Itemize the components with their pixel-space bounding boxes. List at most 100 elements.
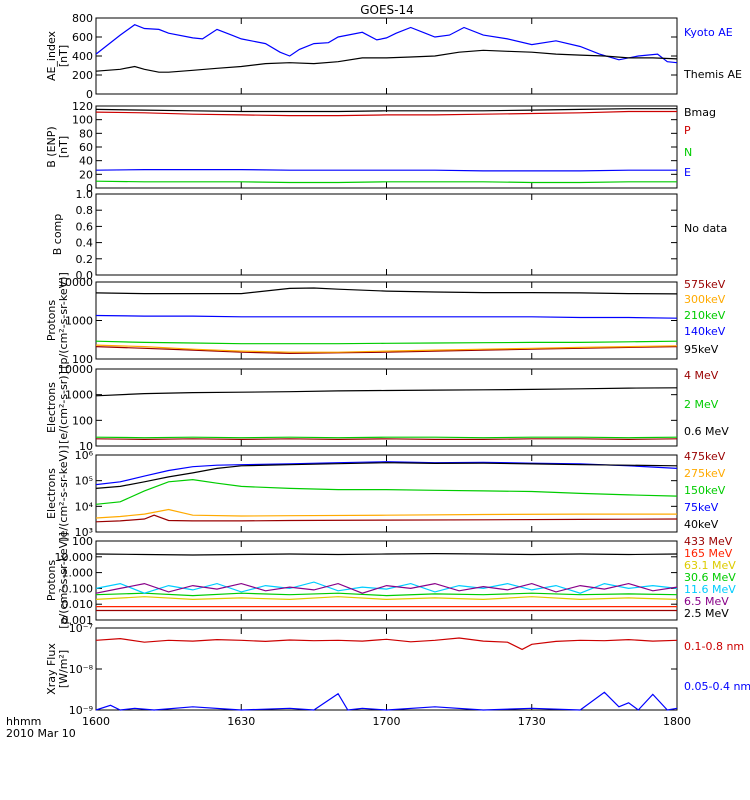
series-line-n [95,180,677,184]
y-axis-label: B comp [51,214,64,256]
legend-label: P [684,124,691,137]
series-line-2-mev [95,436,678,439]
legend-label: 0.6 MeV [684,425,729,438]
y-tick-label: 400 [72,50,93,63]
y-tick-label: 60 [79,141,93,154]
y-tick-label: 10⁵ [75,475,93,488]
legend-label: Themis AE [683,68,742,81]
y-axis-label: Protons [45,300,58,341]
legend-label: 6.5 MeV [684,595,729,608]
legend-label: 2.5 MeV [684,607,729,620]
series-line-0-05-0-4-nm [95,691,678,711]
legend-label: 95keV [684,343,719,356]
y-tick-label: 1.000 [62,567,94,580]
series-line-75kev [95,461,678,486]
y-tick-label: 0.100 [62,582,94,595]
y-tick-label: 120 [72,100,93,113]
plot-title: GOES-14 [360,3,414,17]
legend-label: 4 MeV [684,369,719,382]
legend-label: 75keV [684,501,719,514]
series-line-275kev [95,508,677,519]
y-axis-label: [p/(cm²-s-sr-keV)] [57,272,70,369]
y-tick-label: 0.001 [62,614,94,627]
series-line-0-1-0-8-nm [95,637,678,651]
series-line-475kev [95,514,678,523]
legend-label: 40keV [684,518,719,531]
y-tick-label: 10⁴ [75,500,94,513]
series-line-0-6-mev [95,387,678,397]
legend-label: 300keV [684,293,726,306]
series-line-95kev [95,287,678,295]
y-axis-label: Electrons [45,468,58,519]
legend-label: 140keV [684,325,726,338]
legend-label: 165 MeV [684,547,733,560]
legend-label: 475keV [684,450,726,463]
legend-label: 30.6 MeV [684,571,736,584]
series-line-4-mev [95,438,678,441]
series-line-575kev [95,346,678,355]
y-tick-label: 10⁶ [75,449,94,462]
legend-label: 0.05-0.4 nm [684,680,750,693]
y-tick-label: 10.000 [55,551,94,564]
panel-8: 10⁻⁹ 10⁻⁸ 10⁻⁷ Xray Flux [W/m²] 0.1-0.8 nm 0.0… [45,622,750,717]
legend-label: N [684,146,692,159]
series-line-63-1-mev [95,596,678,601]
y-tick-label: 0.2 [76,253,94,266]
y-tick-label: 0 [86,182,93,195]
series-line-bmag [95,108,677,113]
y-tick-label: 10 [79,440,93,453]
y-tick-label: 10000 [58,276,93,289]
y-tick-label: 0 [86,88,93,101]
y-tick-label: 20 [79,168,93,181]
series-line-300kev [95,344,678,353]
y-axis-label: [nT] [57,45,70,67]
y-axis-label: [nT] [57,136,70,158]
y-tick-label: 10⁻⁹ [69,704,93,717]
y-tick-label: 0.6 [76,220,94,233]
y-axis-label: [e/(cm²-s-sr-keV)] [57,445,70,541]
legend-label: E [684,166,691,179]
series-line-e [95,169,677,172]
y-axis-label: B (ENP) [45,126,58,167]
panel-frame [95,193,678,276]
series-line-30-6-mev [95,592,678,597]
legend-label: 150keV [684,484,726,497]
series-line-140kev [95,314,678,319]
y-tick-label: 100 [72,114,93,127]
y-axis-label: Xray Flux [45,643,58,695]
legend-label: 275keV [684,467,726,480]
y-tick-label: 0.8 [76,204,94,217]
x-tick-label: 1730 [518,715,546,728]
footer-hhmm: hhmm [6,715,41,728]
y-tick-label: 0.010 [62,598,94,611]
y-tick-label: 40 [79,155,93,168]
legend-label: 0.1-0.8 nm [684,640,744,653]
y-axis-label: [p/(cm²-s-sr-keV)] [57,532,70,629]
series-line-p [95,110,677,117]
y-tick-label: 200 [72,69,93,82]
panel-frame [95,540,678,621]
legend-label: 210keV [684,309,726,322]
panel-6: 10³ 10⁴ 10⁵ 10⁶ Electrons [e/(cm²-s-sr-keV)] 4… [45,445,726,541]
series-line-40kev [95,462,678,489]
series-line-150kev [95,478,678,505]
x-tick-label: 1700 [373,715,401,728]
legend-label: 63.1 MeV [684,559,736,572]
y-tick-label: 800 [72,12,93,25]
y-tick-label: 100 [72,414,93,427]
y-axis-label: [W/m²] [57,650,70,688]
y-tick-label: 600 [72,31,93,44]
legend-label: 575keV [684,278,726,291]
panel-7: 0.001 0.010 0.100 1.000 10.000 100 Protons [p/(… [45,532,736,629]
footer-date: 2010 Mar 10 [6,727,76,740]
x-tick-label: 1800 [663,715,691,728]
y-tick-label: 100 [72,535,93,548]
y-tick-label: 10000 [58,363,93,376]
legend-label: Kyoto AE [684,26,733,39]
panel-frame [95,368,678,447]
legend-label: 433 MeV [684,535,733,548]
y-tick-label: 1000 [65,315,93,328]
panel-3: 0.0 0.2 0.4 0.6 0.8 1.0 B comp No data [51,188,727,282]
